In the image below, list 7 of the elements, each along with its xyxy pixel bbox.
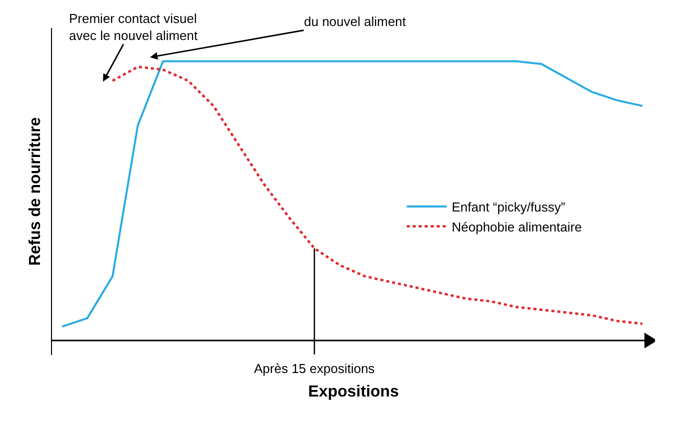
y-axis-title: Refus de nourriture — [26, 117, 44, 266]
text: du nouvel aliment — [304, 14, 406, 29]
text: Après 15 expositions — [254, 361, 376, 376]
x-axis-title: Expositions — [308, 384, 399, 401]
legend-label: Enfant “picky/fussy” — [452, 200, 566, 215]
legend-label: Néophobie alimentaire — [452, 219, 582, 234]
text: Premier contact visuel avec le nouvel aliment — [69, 11, 198, 43]
